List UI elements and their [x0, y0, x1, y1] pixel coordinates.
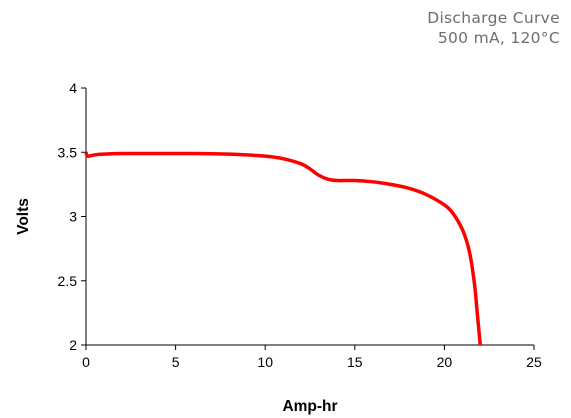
y-axis-title: Volts — [15, 198, 32, 235]
x-tick-label: 0 — [82, 354, 90, 370]
x-tick-label: 10 — [257, 354, 273, 370]
chart-subtitle: 500 mA, 120°C — [437, 29, 560, 47]
y-tick-label: 3.5 — [58, 144, 78, 160]
x-tick-label: 15 — [347, 354, 363, 370]
series-layer — [84, 151, 482, 346]
y-tick-label: 2.5 — [58, 273, 78, 289]
y-tick-label: 3 — [69, 209, 77, 225]
y-tick-label: 2 — [69, 337, 77, 353]
x-tick-label: 5 — [172, 354, 180, 370]
x-axis-title: Amp-hr — [282, 398, 337, 415]
x-tick-label: 20 — [437, 354, 453, 370]
y-tick-label: 4 — [69, 80, 77, 96]
x-tick-label: 25 — [526, 354, 542, 370]
axes — [85, 88, 534, 346]
series-line — [84, 151, 482, 346]
ticks: 0 5 10 15 20 25 2 2.5 3 3.5 4 — [58, 80, 542, 370]
chart-header: Discharge Curve 500 mA, 120°C — [427, 8, 560, 48]
chart-title: Discharge Curve — [427, 9, 560, 27]
